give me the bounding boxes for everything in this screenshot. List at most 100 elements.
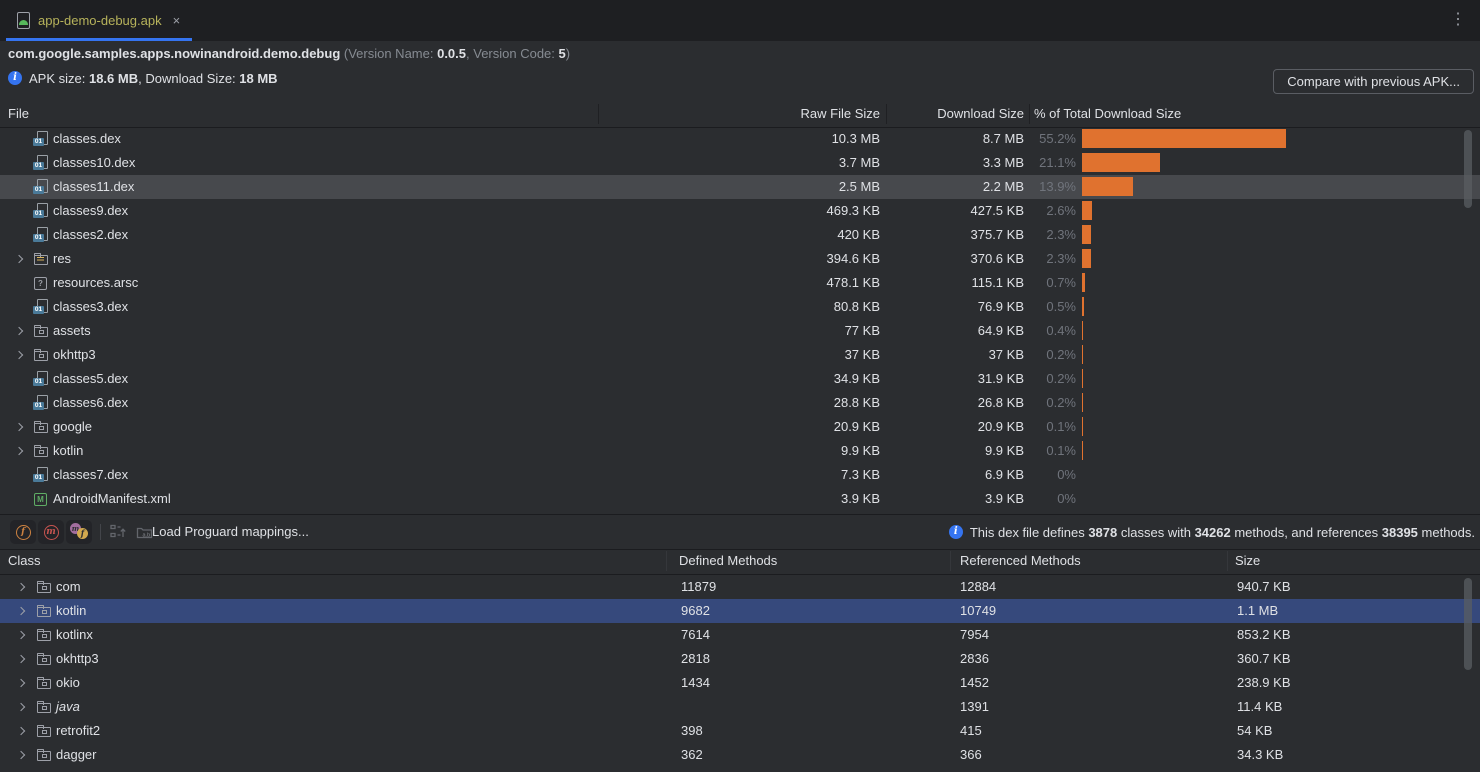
file-table-row[interactable]: google 20.9 KB 20.9 KB 0.1% [0,415,1480,439]
file-table-row[interactable]: 01 classes9.dex 469.3 KB 427.5 KB 2.6% [0,199,1480,223]
chevron-right-icon[interactable] [14,326,24,336]
file-name: resources.arsc [53,275,139,290]
file-table-row[interactable]: ? resources.arsc 478.1 KB 115.1 KB 0.7% [0,271,1480,295]
class-table-row[interactable]: kotlinx 7614 7954 853.2 KB [0,623,1480,647]
file-table-row[interactable]: assets 77 KB 64.9 KB 0.4% [0,319,1480,343]
svg-text:a.b: a.b [143,533,151,539]
chevron-right-icon[interactable] [16,654,26,664]
class-table-row[interactable]: dagger 362 366 34.3 KB [0,743,1480,767]
column-header-class[interactable]: Class [8,553,41,568]
dex-file-icon: 01 [33,467,49,483]
dex-info-text: i This dex file defines 3878 classes wit… [948,515,1475,549]
size-value: 940.7 KB [1237,579,1291,594]
download-percent-bar [1082,369,1083,388]
chevron-right-icon[interactable] [16,750,26,760]
file-table-row[interactable]: 01 classes10.dex 3.7 MB 3.3 MB 21.1% [0,151,1480,175]
column-header-file[interactable]: File [8,106,29,121]
referenced-methods-value: 7954 [960,627,989,642]
chevron-right-icon[interactable] [16,630,26,640]
file-table-row[interactable]: 01 classes3.dex 80.8 KB 76.9 KB 0.5% [0,295,1480,319]
compare-with-previous-apk-button[interactable]: Compare with previous APK... [1273,69,1474,94]
column-divider[interactable] [666,551,667,571]
class-table-row[interactable]: retrofit2 398 415 54 KB [0,719,1480,743]
column-divider[interactable] [950,551,951,571]
show-methods-button[interactable]: m [38,520,64,544]
column-header-percent-of-total[interactable]: % of Total Download Size [1034,106,1182,121]
download-size-value: 26.8 KB [977,395,1024,410]
file-table-row[interactable]: 01 classes6.dex 28.8 KB 26.8 KB 0.2% [0,391,1480,415]
defined-packages-folder-icon[interactable]: a.b [136,524,153,543]
column-divider[interactable] [1029,104,1030,124]
download-percent-value: 0.7% [1046,275,1076,290]
chevron-right-icon[interactable] [14,422,24,432]
class-table-row[interactable]: java 1391 11.4 KB [0,695,1480,719]
package-folder-icon [36,579,52,595]
column-header-download-size[interactable]: Download Size [937,106,1024,121]
file-table-row[interactable]: 01 classes11.dex 2.5 MB 2.2 MB 13.9% [0,175,1480,199]
package-folder-icon [33,419,49,435]
file-table-row[interactable]: 01 classes7.dex 7.3 KB 6.9 KB 0% [0,463,1480,487]
file-name: classes9.dex [53,203,129,218]
method-references-tree-icon[interactable] [110,524,127,543]
file-name: assets [53,323,91,338]
load-proguard-mappings-link[interactable]: Load Proguard mappings... [152,524,309,539]
chevron-right-icon[interactable] [14,350,24,360]
version-name: 0.0.5 [437,46,467,61]
file-table-scrollbar-thumb[interactable] [1464,130,1472,208]
package-folder-icon [33,443,49,459]
package-name: kotlin [56,603,87,618]
column-divider[interactable] [598,104,599,124]
class-table-row[interactable]: okhttp3 2818 2836 360.7 KB [0,647,1480,671]
fields-icon: f [15,524,31,540]
download-percent-bar [1082,297,1084,316]
download-percent-value: 0.2% [1046,371,1076,386]
column-header-raw-file-size[interactable]: Raw File Size [800,106,880,121]
file-table-row[interactable]: res 394.6 KB 370.6 KB 2.3% [0,247,1480,271]
file-table-row[interactable]: 01 classes2.dex 420 KB 375.7 KB 2.3% [0,223,1480,247]
chevron-right-icon[interactable] [16,606,26,616]
chevron-right-icon[interactable] [16,678,26,688]
referenced-method-icon: m [70,523,81,534]
class-table-row[interactable]: okio 1434 1452 238.9 KB [0,671,1480,695]
column-header-defined-methods[interactable]: Defined Methods [679,553,778,568]
close-icon[interactable]: × [172,13,181,28]
raw-file-size-value: 80.8 KB [833,299,880,314]
package-name: kotlinx [56,627,93,642]
class-table-row[interactable]: kotlin 9682 10749 1.1 MB [0,599,1480,623]
class-table-row[interactable]: com 11879 12884 940.7 KB [0,575,1480,599]
size-value: 54 KB [1237,723,1273,738]
file-table-row[interactable]: 01 classes5.dex 34.9 KB 31.9 KB 0.2% [0,367,1480,391]
raw-file-size-value: 420 KB [837,227,880,242]
chevron-right-icon[interactable] [16,726,26,736]
download-percent-value: 0.5% [1046,299,1076,314]
chevron-right-icon[interactable] [14,446,24,456]
file-table-row[interactable]: okhttp3 37 KB 37 KB 0.2% [0,343,1480,367]
download-percent-bar [1082,393,1083,412]
file-table-row[interactable]: kotlin 9.9 KB 9.9 KB 0.1% [0,439,1480,463]
raw-file-size-value: 7.3 KB [840,467,880,482]
class-table-scrollbar-thumb[interactable] [1464,578,1472,670]
chevron-right-icon[interactable] [14,254,24,264]
version-code: 5 [558,46,566,61]
dex-file-icon: 01 [33,179,49,195]
download-percent-value: 0.2% [1046,395,1076,410]
file-table-row[interactable]: 01 classes.dex 10.3 MB 8.7 MB 55.2% [0,127,1480,151]
package-header: com.google.samples.apps.nowinandroid.dem… [8,46,571,61]
column-divider[interactable] [886,104,887,124]
download-percent-value: 0.1% [1046,419,1076,434]
dex-file-icon: 01 [33,155,49,171]
chevron-right-icon[interactable] [16,582,26,592]
column-header-referenced-methods[interactable]: Referenced Methods [960,553,1081,568]
column-divider[interactable] [1227,551,1228,571]
chevron-right-icon[interactable] [16,702,26,712]
column-header-size[interactable]: Size [1235,553,1261,568]
show-fields-button[interactable]: f [10,520,36,544]
kebab-menu-icon[interactable]: ⋮ [1450,11,1466,28]
defined-methods-value: 11879 [681,579,717,594]
tab-apk-file[interactable]: app-demo-debug.apk × [6,0,193,41]
file-table-row[interactable]: M AndroidManifest.xml 3.9 KB 3.9 KB 0% [0,487,1480,511]
download-percent-bar [1082,273,1085,292]
dex-file-icon: 01 [33,227,49,243]
